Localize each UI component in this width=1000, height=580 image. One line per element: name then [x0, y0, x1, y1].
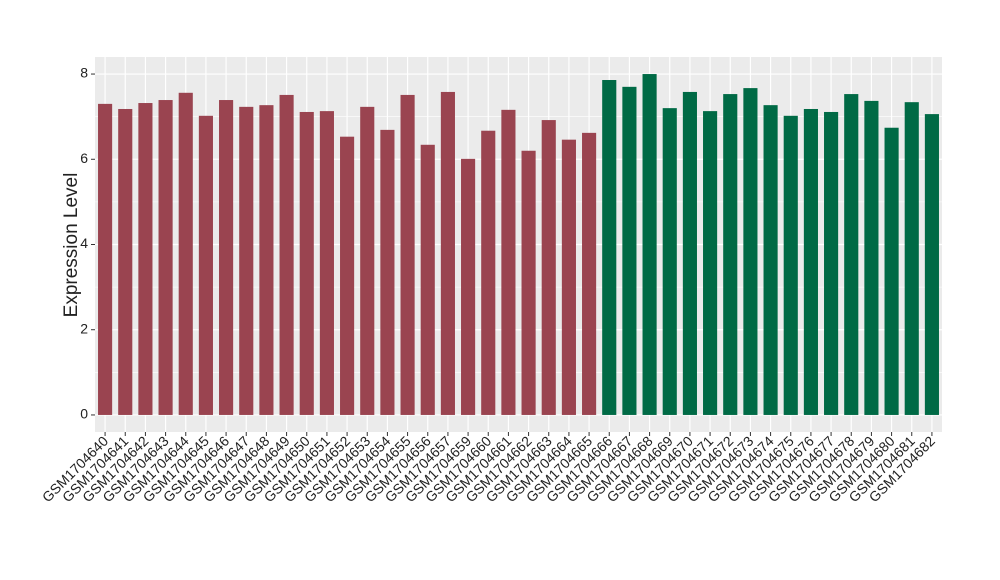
y-tick-label: 2: [80, 320, 88, 336]
bar: [904, 102, 919, 415]
bar: [501, 109, 516, 415]
bar: [844, 94, 859, 415]
bar: [138, 103, 153, 415]
bar: [582, 132, 597, 415]
bar: [763, 105, 778, 415]
y-tick-label: 8: [80, 65, 88, 81]
bar: [541, 120, 556, 415]
bar: [380, 129, 395, 415]
bar: [198, 115, 213, 415]
bar: [703, 111, 718, 415]
bar: [299, 111, 314, 415]
bar: [884, 127, 899, 415]
bar: [219, 100, 234, 415]
bar: [561, 139, 576, 415]
bar: [864, 100, 879, 415]
bar: [783, 115, 798, 415]
bar: [662, 108, 677, 415]
bar: [400, 94, 415, 415]
y-tick-label: 6: [80, 150, 88, 166]
bar: [118, 108, 133, 415]
bar: [521, 150, 536, 415]
bar: [602, 80, 617, 415]
bar: [98, 103, 113, 415]
bar: [259, 105, 274, 415]
bar: [340, 136, 355, 415]
bar: [682, 91, 697, 415]
y-axis-label: Expression Level: [61, 173, 82, 318]
bar: [440, 91, 455, 415]
bar: [420, 144, 435, 415]
bar: [824, 111, 839, 415]
bar: [481, 130, 496, 415]
bar: [622, 86, 637, 415]
bar: [803, 108, 818, 415]
bar: [360, 106, 375, 415]
bar: [642, 74, 657, 415]
bar: [319, 111, 334, 415]
y-tick-label: 4: [80, 235, 88, 251]
y-tick-label: 0: [80, 406, 88, 422]
bar: [924, 114, 939, 415]
bar: [158, 100, 173, 415]
bar: [723, 94, 738, 415]
bar: [743, 88, 758, 415]
bar: [279, 94, 294, 415]
bar: [461, 158, 476, 415]
bar: [239, 106, 254, 415]
bar: [178, 92, 193, 415]
